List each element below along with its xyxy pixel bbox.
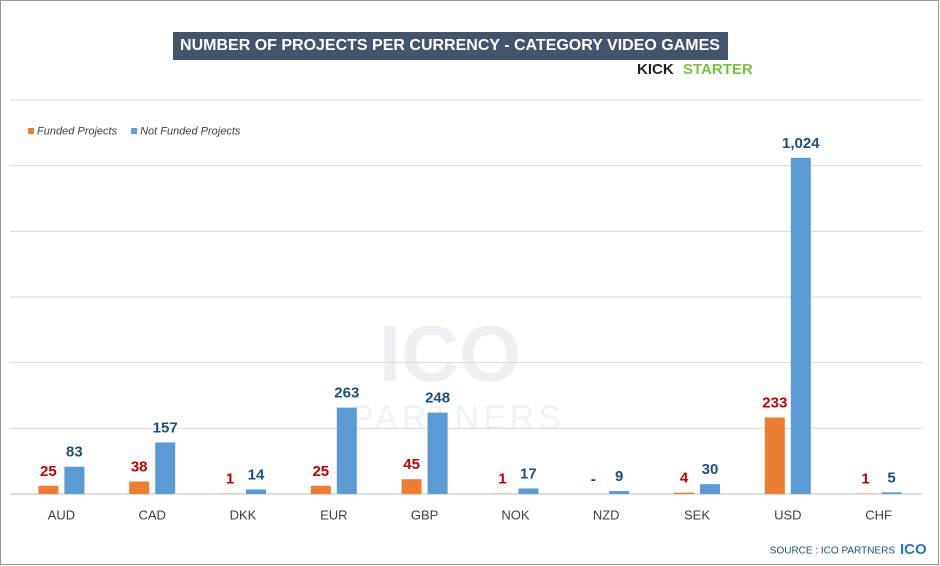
value-label: - xyxy=(591,471,596,488)
legend-label: Funded Projects xyxy=(37,125,118,137)
bar xyxy=(790,157,811,494)
bar xyxy=(881,492,902,494)
bar xyxy=(700,484,720,494)
x-tick-label: EUR xyxy=(320,507,347,522)
value-label: 38 xyxy=(131,458,148,475)
value-label: 1 xyxy=(861,471,869,488)
value-label: 4 xyxy=(680,470,689,487)
bar xyxy=(674,492,694,494)
bar xyxy=(518,488,539,494)
value-label: 1 xyxy=(498,471,506,488)
bar xyxy=(64,466,85,494)
chart-title: NUMBER OF PROJECTS PER CURRENCY - CATEGO… xyxy=(180,37,720,54)
watermark-partners: PARTNERS xyxy=(351,399,565,437)
x-tick-label: SEK xyxy=(684,507,710,522)
legend-swatch xyxy=(131,128,138,134)
bar xyxy=(155,442,176,494)
x-tick-label: USD xyxy=(774,507,801,522)
value-label: 1 xyxy=(226,471,234,488)
brand-kick: KICK xyxy=(637,61,674,78)
value-label: 9 xyxy=(615,468,623,485)
source-logo: ICO xyxy=(900,541,927,558)
value-label: 157 xyxy=(153,419,178,436)
x-tick-label: AUD xyxy=(48,507,75,522)
bar xyxy=(401,479,422,494)
bar xyxy=(246,489,266,494)
value-label: 248 xyxy=(425,390,450,407)
x-tick-label: GBP xyxy=(411,507,438,522)
legend-swatch xyxy=(28,128,34,134)
value-label: 17 xyxy=(520,465,537,482)
value-label: 45 xyxy=(403,456,420,473)
value-label: 233 xyxy=(762,394,787,411)
x-tick-label: CAD xyxy=(138,507,165,522)
bar xyxy=(764,417,785,494)
value-label: 263 xyxy=(334,385,359,402)
legend-label: Not Funded Projects xyxy=(140,125,241,137)
bar xyxy=(310,485,331,494)
x-tick-label: DKK xyxy=(230,507,257,522)
x-tick-label: CHF xyxy=(865,507,892,522)
bar xyxy=(609,491,630,494)
bar xyxy=(427,412,448,494)
value-label: 25 xyxy=(40,463,57,480)
x-tick-label: NZD xyxy=(593,507,620,522)
source: SOURCE : ICO PARTNERS xyxy=(770,546,896,557)
bar xyxy=(38,485,59,494)
brand-starter: STARTER xyxy=(683,61,753,78)
bar xyxy=(336,407,357,494)
value-label: 1,024 xyxy=(782,135,820,152)
value-label: 30 xyxy=(702,461,719,478)
bar xyxy=(129,481,150,494)
title-box xyxy=(173,32,728,60)
watermark-ico: ICO xyxy=(379,309,521,398)
value-label: 14 xyxy=(248,466,265,483)
x-tick-label: NOK xyxy=(501,507,530,522)
value-label: 5 xyxy=(887,469,895,486)
value-label: 83 xyxy=(66,444,83,461)
value-label: 25 xyxy=(312,463,329,480)
